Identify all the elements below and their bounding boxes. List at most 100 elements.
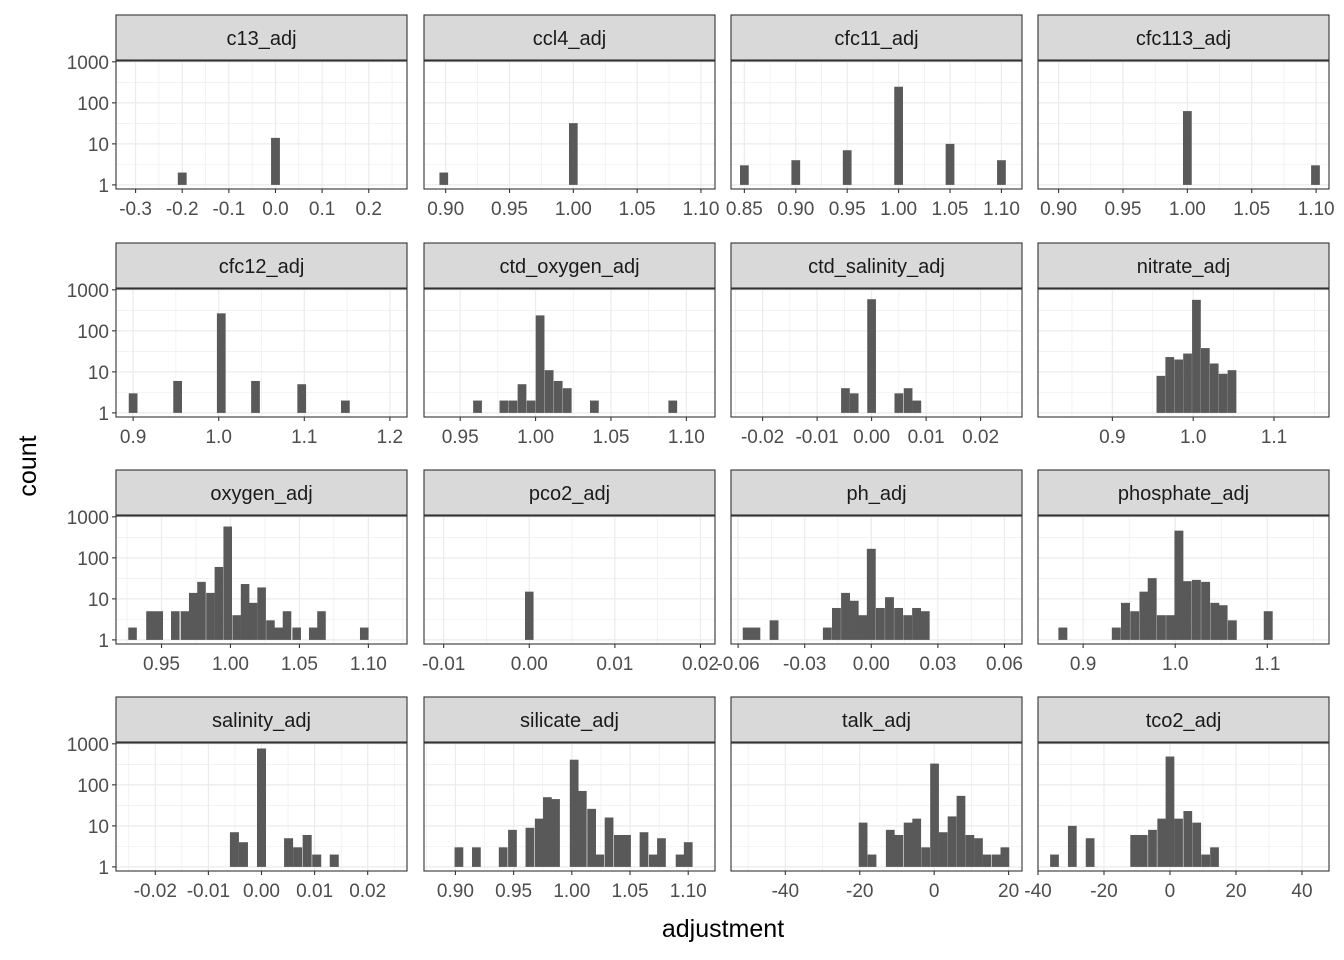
x-tick-label: 0.1 [309, 199, 335, 220]
facet-strip-label: ctd_oxygen_adj [499, 256, 639, 278]
histogram-bar [240, 584, 250, 640]
histogram-bar [524, 591, 534, 640]
facet-strip-label: nitrate_adj [1137, 256, 1230, 278]
x-tick-label: 1.0 [1180, 427, 1206, 448]
histogram-bar [683, 842, 693, 867]
x-tick-label: -40 [1024, 881, 1051, 902]
y-axis-title: count [14, 435, 42, 496]
histogram-bar [912, 400, 922, 413]
histogram-bar [341, 400, 350, 413]
facet-strip [730, 469, 1023, 516]
histogram-bar [248, 602, 258, 640]
histogram-bar [867, 854, 877, 867]
histogram-bar [965, 834, 975, 867]
x-tick-label: -0.01 [422, 654, 465, 675]
x-tick-label: 0.95 [829, 199, 866, 220]
x-tick-label: 1.00 [517, 427, 554, 448]
histogram-bar [912, 607, 922, 640]
facet-strip [1037, 14, 1330, 61]
facet-strip-label: cfc11_adj [834, 28, 918, 50]
facet-panel-nitrate_adj: nitrate_adj 0.9 1.0 1.1 [1037, 242, 1330, 448]
x-tick-label: 1.10 [670, 881, 707, 902]
y-tick-label: 10 [88, 135, 109, 156]
histogram-bar [657, 838, 666, 867]
x-tick-label: 1.10 [350, 654, 387, 675]
x-tick-label: 1.05 [612, 881, 649, 902]
x-tick-label: -20 [846, 881, 873, 902]
panel-border [423, 288, 716, 418]
facet-strip [1037, 696, 1330, 743]
facet-strip-label: tco2_adj [1146, 710, 1222, 732]
histogram-bar [1165, 756, 1175, 867]
panel-background [424, 516, 715, 644]
panel-border [1037, 288, 1330, 418]
y-tick-label: 10 [88, 590, 109, 611]
facet-strip-label: phosphate_adj [1118, 483, 1249, 505]
y-tick-label: 100 [77, 94, 109, 115]
histogram-bar [359, 627, 369, 640]
histogram-bar [229, 832, 239, 867]
histogram-bar [1174, 818, 1183, 867]
histogram-bar [562, 388, 572, 413]
histogram-bar [1263, 611, 1273, 640]
histogram-bar [1165, 357, 1175, 413]
x-axis-title: adjustment [662, 915, 784, 943]
histogram-bar [551, 799, 560, 867]
histogram-bar [791, 160, 801, 185]
histogram-bar [534, 818, 544, 867]
histogram-bar [842, 150, 852, 185]
histogram-bar [1218, 605, 1228, 640]
histogram-bar [1311, 165, 1320, 185]
x-tick-label: 0.00 [511, 654, 548, 675]
facet-panel-cfc12_adj: cfc12_adj 0.9 1.0 1.1 1.2 1 10 100 1000 [67, 242, 408, 448]
histogram-bar [569, 759, 579, 867]
histogram-bar [1085, 838, 1095, 867]
x-tick-label: -0.01 [795, 427, 838, 448]
y-tick-label: 1 [98, 404, 109, 425]
histogram-bar [302, 834, 312, 867]
facet-strip-label: ph_adj [846, 483, 906, 505]
histogram-bar [577, 790, 587, 867]
x-tick-label: 1.10 [983, 199, 1020, 220]
histogram-bar [308, 627, 318, 640]
histogram-bar [622, 834, 631, 867]
histogram-bar [1111, 627, 1121, 640]
x-tick-label: 0.0 [262, 199, 288, 220]
histogram-bar [1210, 602, 1220, 640]
histogram-bar [947, 816, 957, 867]
histogram-bar [1192, 299, 1201, 413]
histogram-bar [292, 627, 301, 640]
histogram-bar [938, 832, 948, 867]
histogram-bar [920, 611, 930, 640]
panel-border [730, 515, 1023, 645]
histogram-bar [171, 611, 180, 640]
histogram-bar [256, 748, 267, 867]
x-tick-label: 1.1 [291, 427, 317, 448]
histogram-bar [517, 384, 527, 413]
histogram-bar [1192, 822, 1202, 867]
panel-border [115, 515, 408, 645]
histogram-bar [173, 380, 182, 413]
x-tick-label: 40 [1291, 881, 1312, 902]
histogram-bar [769, 620, 779, 640]
facet-panel-pco2_adj: pco2_adj -0.01 0.00 0.01 0.02 [422, 469, 719, 675]
histogram-bar [271, 137, 280, 185]
x-tick-label: 1.00 [212, 654, 249, 675]
histogram-bar [508, 829, 517, 867]
histogram-bar [197, 581, 206, 640]
histogram-bar [751, 627, 761, 640]
histogram-bar [223, 526, 232, 640]
y-tick-label: 1 [98, 176, 109, 197]
facet-strip-label: cfc12_adj [219, 256, 305, 278]
x-tick-label: 0 [1165, 881, 1176, 902]
x-tick-label: -0.03 [783, 654, 826, 675]
histogram-bar [590, 400, 599, 413]
histogram-bar [1157, 818, 1167, 867]
panel-border [423, 742, 716, 872]
facet-panel-ctd_oxygen_adj: ctd_oxygen_adj 0.95 1.00 1.05 1.10 [423, 242, 716, 448]
x-tick-label: 0.90 [777, 199, 814, 220]
histogram-bar [921, 847, 930, 867]
x-tick-label: -20 [1090, 881, 1117, 902]
histogram-bar [912, 818, 922, 867]
